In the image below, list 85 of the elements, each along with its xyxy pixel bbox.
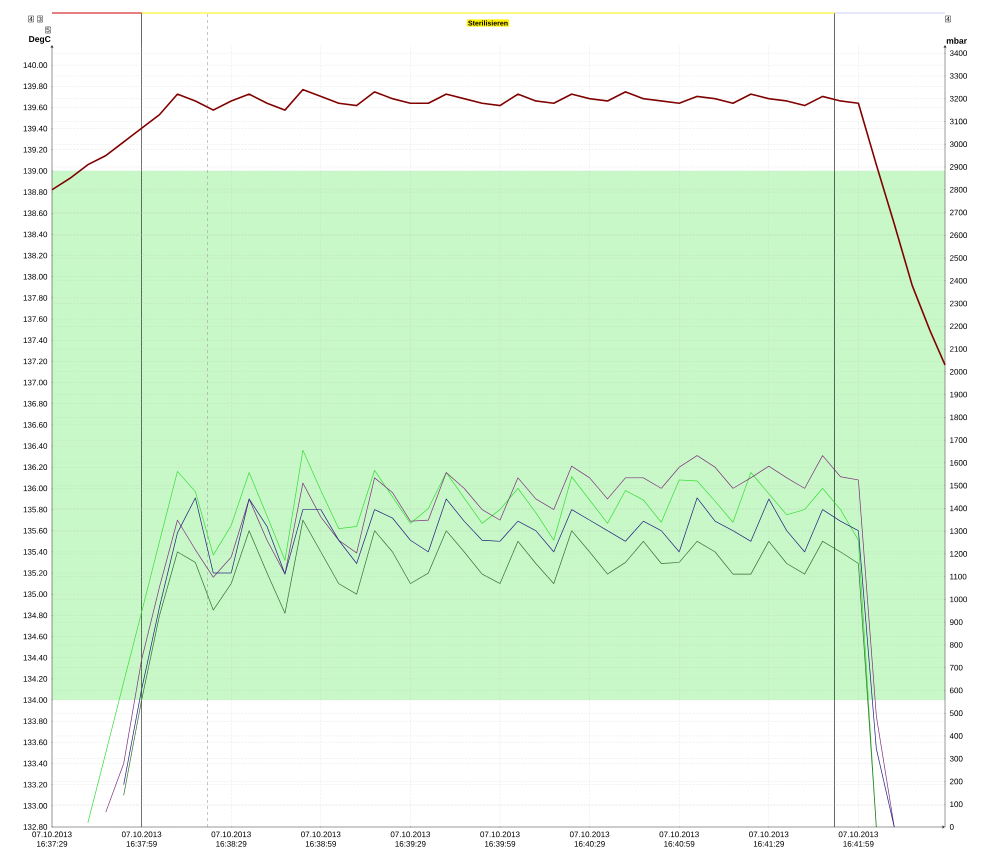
y-tick-label: 137.80 bbox=[24, 295, 48, 301]
y-tick-label: 138.60 bbox=[24, 210, 48, 216]
y-tick-label: 135.80 bbox=[24, 506, 48, 512]
y-tick-label: 134.40 bbox=[24, 654, 48, 661]
y-tick-label: 137.00 bbox=[24, 380, 48, 386]
y2-tick-label: 2400 bbox=[950, 278, 968, 284]
y-tick-label: 139.60 bbox=[24, 104, 48, 110]
y2-tick-label: 2200 bbox=[950, 323, 968, 330]
y-tick-label: 134.80 bbox=[24, 612, 48, 618]
y-tick-label: 138.80 bbox=[24, 189, 48, 195]
y-tick-label: 136.20 bbox=[24, 464, 48, 470]
y-tick-label: 139.00 bbox=[24, 168, 48, 174]
y-tick-label: 139.80 bbox=[24, 83, 48, 90]
y2-tick-label: 3000 bbox=[950, 141, 968, 148]
y-axis-title: DegC bbox=[29, 36, 51, 44]
y2-tick-label: 100 bbox=[950, 801, 963, 808]
y2-tick-label: 1700 bbox=[950, 437, 968, 443]
x-tick-label: 07.10.2013 16:40:29 bbox=[570, 832, 610, 847]
y-tick-label: 136.40 bbox=[24, 443, 48, 449]
y-tick-label: 134.20 bbox=[24, 676, 48, 682]
y-tick-label: 132.80 bbox=[24, 824, 48, 830]
y2-tick-label: 1500 bbox=[950, 482, 968, 488]
y-tick-label: 138.00 bbox=[24, 274, 48, 280]
y-tick-label: 138.40 bbox=[24, 232, 48, 238]
y2-tick-label: 2500 bbox=[950, 255, 968, 261]
y-tick-label: 133.00 bbox=[24, 803, 48, 809]
x-tick-label: 07.10.2013 16:38:59 bbox=[301, 832, 340, 847]
x-tick-label: 07.10.2013 16:40:59 bbox=[660, 832, 699, 847]
y2-axis-title: mbar bbox=[946, 38, 967, 44]
y-tick-label: 135.00 bbox=[24, 591, 48, 598]
y2-tick-label: 2100 bbox=[950, 346, 968, 352]
y-tick-label: 139.20 bbox=[24, 146, 48, 153]
y2-tick-label: 1400 bbox=[950, 506, 968, 512]
y-tick-label: 133.40 bbox=[24, 760, 48, 766]
y2-tick-label: 400 bbox=[950, 733, 963, 739]
y2-tick-label: 2000 bbox=[950, 368, 968, 375]
y-tick-label: 136.60 bbox=[24, 422, 48, 428]
y-tick-label: 135.60 bbox=[24, 528, 48, 534]
y-tick-label: 138.20 bbox=[24, 252, 48, 258]
y-tick-label: 135.20 bbox=[24, 570, 48, 576]
y-tick-label: 136.00 bbox=[24, 486, 48, 492]
y2-tick-label: 2900 bbox=[950, 164, 968, 170]
y2-tick-label: 700 bbox=[950, 664, 963, 671]
y-tick-label: 133.20 bbox=[24, 782, 48, 788]
x-tick-label: 07.10.2013 16:41:59 bbox=[838, 832, 878, 847]
x-tick-label: 07.10.2013 16:41:29 bbox=[749, 832, 788, 847]
y-tick-label: 133.60 bbox=[24, 740, 48, 746]
y2-tick-label: 3400 bbox=[950, 50, 968, 56]
y2-tick-label: 3100 bbox=[950, 118, 968, 124]
y-tick-label: 136.80 bbox=[24, 400, 48, 407]
y2-tick-label: 200 bbox=[950, 778, 963, 784]
y-tick-label: 137.20 bbox=[24, 358, 48, 364]
y2-tick-label: 0 bbox=[950, 824, 954, 830]
y2-tick-label: 2700 bbox=[950, 210, 968, 216]
y2-tick-label: 1300 bbox=[950, 528, 968, 534]
y2-tick-label: 3300 bbox=[950, 73, 968, 79]
y2-tick-label: 2300 bbox=[950, 300, 968, 306]
y2-tick-label: 1200 bbox=[950, 551, 968, 557]
y2-tick-label: 1600 bbox=[950, 460, 968, 466]
x-tick-label: 07.10.2013 16:37:59 bbox=[122, 832, 162, 847]
y2-tick-label: 1100 bbox=[950, 574, 966, 580]
y2-tick-label: 500 bbox=[950, 710, 963, 716]
y-tick-label: 137.40 bbox=[24, 337, 48, 344]
x-tick-label: 07.10.2013 16:39:29 bbox=[390, 832, 430, 847]
x-tick-label: 07.10.2013 16:37:29 bbox=[32, 832, 72, 847]
y2-tick-label: 600 bbox=[950, 688, 963, 694]
y-tick-label: 134.00 bbox=[24, 697, 48, 703]
y2-tick-label: 800 bbox=[950, 642, 963, 648]
y2-tick-label: 2800 bbox=[950, 186, 968, 193]
y2-tick-label: 1000 bbox=[950, 596, 968, 602]
y-tick-label: 133.80 bbox=[24, 718, 48, 724]
y2-tick-label: 3200 bbox=[950, 96, 968, 102]
x-tick-label: 07.10.2013 16:38:29 bbox=[212, 832, 251, 847]
y2-tick-label: 2600 bbox=[950, 232, 968, 238]
y-tick-label: 139.40 bbox=[24, 126, 48, 132]
y-tick-label: 137.60 bbox=[24, 316, 48, 322]
y-tick-label: 135.40 bbox=[24, 549, 48, 555]
y-tick-label: 140.00 bbox=[24, 62, 48, 68]
y2-tick-label: 1900 bbox=[950, 392, 968, 398]
y-tick-label: 134.60 bbox=[24, 634, 48, 640]
y2-tick-label: 1800 bbox=[950, 414, 968, 420]
y2-tick-label: 300 bbox=[950, 756, 963, 762]
x-tick-label: 07.10.2013 16:39:59 bbox=[480, 832, 520, 847]
y2-tick-label: 900 bbox=[950, 619, 963, 625]
line-series bbox=[51, 88, 946, 366]
